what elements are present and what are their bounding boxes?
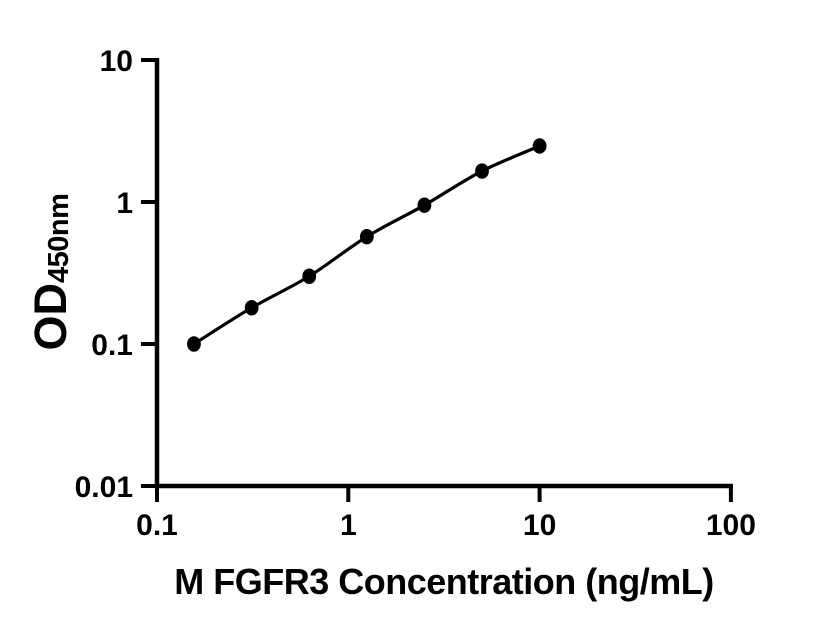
standard-curve-line (192, 144, 542, 346)
data-point (532, 138, 547, 154)
x-tick-label: 100 (706, 509, 756, 542)
data-point (302, 268, 317, 284)
y-axis-title: OD450nm (23, 122, 83, 422)
y-axis-title-subscript: 450nm (43, 193, 75, 283)
y-tick-label: 0.01 (75, 471, 133, 504)
data-point (359, 228, 374, 245)
x-tick-label: 10 (523, 509, 556, 542)
x-tick-label: 1 (340, 509, 357, 542)
y-tick-label: 10 (100, 45, 133, 78)
y-axis-title-main: OD (25, 282, 76, 351)
x-axis-title: M FGFR3 Concentration (ng/mL) (174, 561, 714, 602)
y-tick-label: 0.1 (91, 329, 133, 362)
data-point (244, 300, 259, 316)
data-point (187, 336, 201, 352)
data-point (417, 197, 432, 213)
y-tick-label: 1 (116, 187, 133, 220)
data-point (475, 163, 489, 179)
x-tick-label: 0.1 (136, 509, 178, 542)
